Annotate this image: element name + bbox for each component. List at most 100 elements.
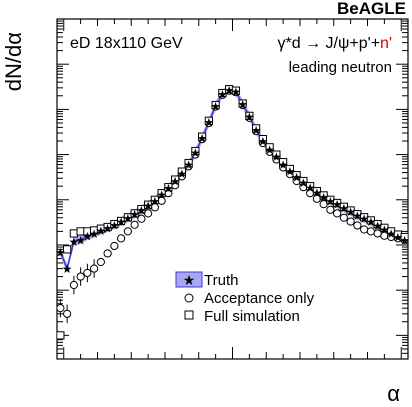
truth-point: ★ [264,143,275,157]
acceptance-point [333,209,342,218]
legend-acceptance-label: Acceptance only [204,290,315,307]
fullsim-point [144,200,153,209]
fullsim-point [245,111,254,120]
fullsim-point [272,150,281,159]
beam-annotation: eD 18x110 GeV [70,35,183,52]
truth-point: ★ [176,167,187,181]
reaction-annotation: γ*d → J/ψ+p'+n' [278,35,392,52]
legend-acceptance-marker [184,293,194,303]
truth-point: ★ [136,203,147,217]
acceptance-point [110,241,119,251]
acceptance-point [76,272,85,281]
x-axis-title: α [387,381,400,406]
truth-point: ★ [89,227,100,241]
axis-ticks [57,18,408,360]
truth-point: ★ [359,212,370,226]
acceptance-point [90,264,99,273]
fullsim-point [312,187,321,196]
fullsim-point [204,116,213,125]
truth-point: ★ [183,158,194,172]
acceptance-point [63,309,72,318]
fullsim-point [164,183,173,192]
acceptance-point [339,213,348,222]
acceptance-point [123,227,132,236]
truth-point: ★ [325,194,336,208]
legend: ★ Truth Acceptance only Full simulation [175,271,315,325]
truth-point: ★ [244,110,255,124]
fullsim-point [258,135,267,144]
truth-point: ★ [318,191,329,205]
legend-fullsim-marker [184,310,194,320]
fullsim-point [191,146,200,156]
fullsim-point [211,100,220,110]
truth-point: ★ [298,176,309,190]
acceptance-point [319,200,328,209]
truth-point: ★ [143,199,154,213]
truth-point: ★ [284,165,295,179]
legend-truth-swatch [175,271,203,288]
fullsim-point [57,331,65,340]
truth-point: ★ [257,134,268,148]
fullsim-point [285,164,294,174]
series-layer: ★★★★★★★★★★★★★★★★★★★★★★★★★★★★★★★★★★★★★★★★… [55,83,410,340]
truth-point: ★ [129,208,140,222]
acceptance-point [96,257,105,267]
acceptance-point [103,249,112,258]
truth-point: ★ [230,85,241,99]
truth-point: ★ [224,83,235,97]
fullsim-point [63,245,72,254]
acceptance-point [353,221,362,230]
truth-point: ★ [332,198,343,212]
truth-point: ★ [217,87,228,101]
truth-point: ★ [122,211,133,225]
legend-truth-star: ★ [183,272,196,288]
fullsim-point [279,158,288,167]
acceptance-point [137,214,146,223]
truth-point: ★ [251,123,262,137]
truth-point: ★ [116,215,127,229]
fullsim-point [306,182,315,191]
truth-point: ★ [149,194,160,208]
truth-point: ★ [82,229,93,243]
fullsim-point [150,195,159,204]
fullsim-point [299,176,308,186]
truth-point: ★ [365,215,376,229]
fullsim-point [252,124,261,133]
acceptance-point [117,234,126,243]
truth-point: ★ [305,181,316,195]
fullsim-point [137,205,146,214]
truth-point: ★ [55,245,66,259]
truth-point: ★ [210,99,221,113]
truth-point: ★ [163,182,174,196]
reaction-highlight: n' [380,35,392,52]
y-axis-title: dN/dα [1,32,26,91]
truth-point: ★ [271,150,282,164]
truth-point: ★ [372,219,383,233]
truth-point: ★ [399,233,410,247]
reaction-text: γ*d → J/ψ+p'+ [278,35,381,52]
legend-truth-label: Truth [204,272,238,289]
acceptance-point [130,220,139,229]
acceptance-point [69,280,78,290]
truth-point: ★ [345,205,356,219]
fullsim-point [265,143,274,152]
truth-point: ★ [190,146,201,160]
truth-point: ★ [170,175,181,189]
truth-point: ★ [311,186,322,200]
fullsim-point [184,158,193,168]
fullsim-point [400,232,408,242]
truth-point: ★ [338,201,349,215]
truth-point: ★ [68,235,79,249]
truth-point: ★ [156,188,167,202]
truth-point: ★ [109,218,120,232]
acceptance-point [346,217,355,226]
truth-point: ★ [95,224,106,238]
acceptance-point [57,304,65,313]
truth-point: ★ [237,98,248,112]
truth-point: ★ [203,116,214,130]
truth-point: ★ [379,223,390,237]
truth-line [59,89,405,272]
truth-point: ★ [102,221,113,235]
selection-annotation: leading neutron [289,59,392,76]
truth-point: ★ [75,233,86,247]
